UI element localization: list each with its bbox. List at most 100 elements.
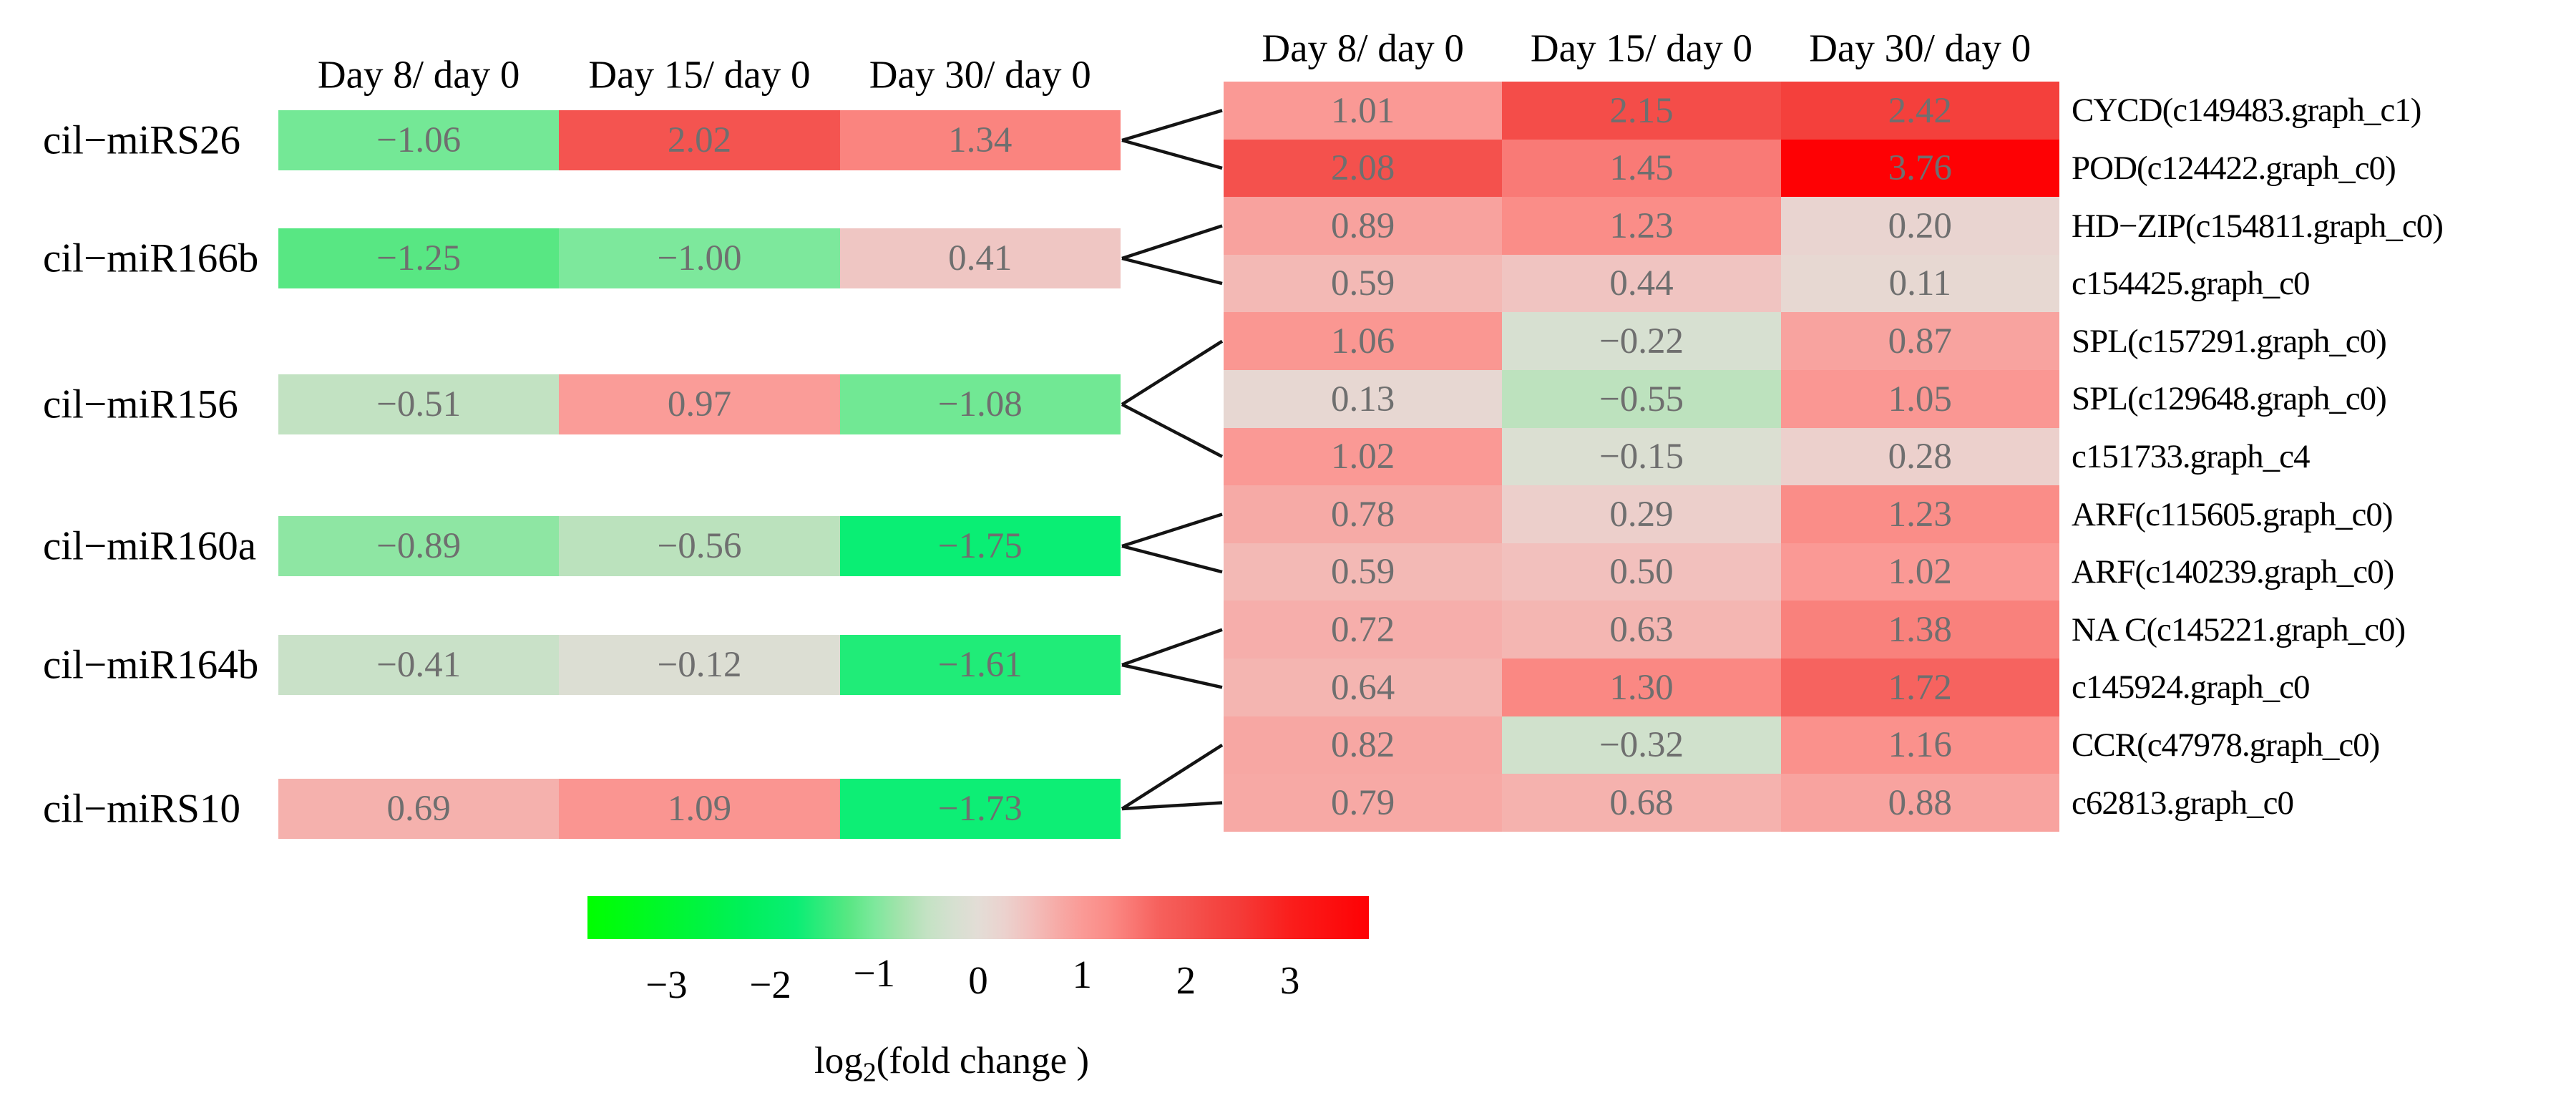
heatmap-cell: 0.64 [1224, 659, 1503, 717]
heatmap-cell: −0.22 [1502, 312, 1781, 371]
gene-label: POD(c124422.graph_c0) [2072, 149, 2396, 187]
heatmap-cell: −0.12 [559, 635, 840, 695]
heatmap-cell: 0.59 [1224, 254, 1503, 313]
heatmap-cell: −0.89 [278, 516, 560, 576]
heatmap-cell: −1.08 [839, 374, 1121, 434]
heatmap-cell: 1.02 [1224, 427, 1503, 486]
gene-label: c62813.graph_c0 [2072, 784, 2294, 822]
heatmap-cell: 0.78 [1224, 485, 1503, 544]
column-header: Day 30/ day 0 [869, 52, 1091, 97]
column-header: Day 15/ day 0 [588, 52, 811, 97]
mirna-label: cil−miR156 [43, 382, 238, 427]
heatmap-cell: 1.38 [1780, 601, 2059, 659]
heatmap-cell: 1.02 [1780, 543, 2059, 601]
gene-label: CYCD(c149483.graph_c1) [2072, 92, 2421, 130]
gene-label: ARF(c115605.graph_c0) [2072, 495, 2393, 533]
heatmap-cell: −0.51 [278, 374, 560, 434]
link-line [1121, 744, 1224, 810]
column-header: Day 8/ day 0 [1262, 26, 1464, 70]
colorbar-tick-label: 0 [968, 958, 988, 1002]
colorbar-title-rest: (fold change ) [876, 1040, 1089, 1082]
heatmap-cell: 0.28 [1780, 427, 2059, 486]
heatmap-cell: 0.20 [1780, 197, 2059, 256]
heatmap-cell: 1.01 [1224, 82, 1503, 140]
heatmap-cell: 1.30 [1502, 659, 1781, 717]
heatmap-cell: −1.75 [839, 516, 1121, 576]
heatmap-cell: 0.68 [1502, 774, 1781, 832]
heatmap-cell: 0.59 [1224, 543, 1503, 601]
colorbar-tick-label: 3 [1279, 958, 1300, 1002]
heatmap-cell: 0.44 [1502, 254, 1781, 313]
heatmap-cell: −0.32 [1502, 716, 1781, 774]
heatmap-cell: 0.13 [1224, 370, 1503, 429]
colorbar-tick-label: 1 [1072, 953, 1092, 996]
gene-label: c154425.graph_c0 [2072, 265, 2310, 303]
mirna-label: cil−miR166b [43, 235, 259, 281]
heatmap-cell: 0.89 [1224, 197, 1503, 256]
heatmap-cell: 1.45 [1502, 139, 1781, 198]
colorbar-tick-label: −3 [645, 963, 688, 1006]
heatmap-cell: 3.76 [1780, 139, 2059, 198]
heatmap-cell: −0.56 [559, 516, 840, 576]
colorbar-tick-label: −1 [853, 951, 896, 995]
colorbar-tick-label: 2 [1176, 958, 1196, 1002]
heatmap-cell: 0.88 [1780, 774, 2059, 832]
colorbar-tick-label: −2 [749, 963, 791, 1006]
heatmap-cell: 1.06 [1224, 312, 1503, 371]
link-line [1121, 801, 1223, 811]
link-line [1121, 628, 1223, 667]
mirna-label: cil−miRS10 [43, 786, 241, 832]
column-header: Day 15/ day 0 [1530, 26, 1752, 70]
gene-label: SPL(c129648.graph_c0) [2072, 380, 2387, 418]
link-line [1121, 544, 1223, 574]
heatmap-cell: −0.15 [1502, 427, 1781, 486]
heatmap-cell: 2.02 [559, 110, 840, 170]
column-header: Day 8/ day 0 [317, 52, 520, 97]
gene-label: ARF(c140239.graph_c0) [2072, 553, 2394, 591]
heatmap-cell: −1.00 [559, 228, 840, 288]
gene-label: NA C(c145221.graph_c0) [2072, 611, 2406, 648]
mirna-label: cil−miR160a [43, 523, 257, 569]
heatmap-cell: 0.29 [1502, 485, 1781, 544]
heatmap-cell: 0.82 [1224, 716, 1503, 774]
link-line [1121, 138, 1223, 170]
link-line [1121, 256, 1223, 286]
heatmap-cell: 1.16 [1780, 716, 2059, 774]
colorbar-title-log: log [814, 1040, 863, 1082]
heatmap-cell: 0.41 [839, 228, 1121, 288]
heatmap-cell: 1.34 [839, 110, 1121, 170]
heatmap-cell: −1.61 [839, 635, 1121, 695]
link-line [1121, 339, 1224, 406]
gene-label: HD−ZIP(c154811.graph_c0) [2072, 207, 2444, 245]
heatmap-cell: −0.41 [278, 635, 560, 695]
colorbar-title: log2(fold change ) [814, 1039, 1089, 1089]
heatmap-cell: 1.23 [1780, 485, 2059, 544]
mirna-label: cil−miR164b [43, 642, 259, 688]
heatmap-cell: 1.72 [1780, 659, 2059, 717]
link-line [1121, 512, 1223, 548]
heatmap-cell: 0.50 [1502, 543, 1781, 601]
colorbar-gradient [587, 896, 1369, 939]
heatmap-cell: 2.42 [1780, 82, 2059, 140]
mirna-label: cil−miRS26 [43, 117, 241, 163]
heatmap-cell: 1.05 [1780, 370, 2059, 429]
heatmap-cell: −1.06 [278, 110, 560, 170]
colorbar-title-sub: 2 [862, 1057, 877, 1088]
heatmap-cell: 1.09 [559, 779, 840, 839]
gene-label: SPL(c157291.graph_c0) [2072, 322, 2387, 360]
heatmap-cell: 0.63 [1502, 601, 1781, 659]
heatmap-cell: 0.79 [1224, 774, 1503, 832]
heatmap-cell: 2.15 [1502, 82, 1781, 140]
heatmap-cell: −1.25 [278, 228, 560, 288]
heatmap-cell: 0.97 [559, 374, 840, 434]
link-line [1121, 403, 1224, 458]
link-line [1121, 224, 1223, 261]
heatmap-cell: 2.08 [1224, 139, 1503, 198]
heatmap-cell: 0.11 [1780, 254, 2059, 313]
gene-label: CCR(c47978.graph_c0) [2072, 726, 2380, 764]
heatmap-cell: 0.87 [1780, 312, 2059, 371]
heatmap-cell: 0.72 [1224, 601, 1503, 659]
gene-label: c145924.graph_c0 [2072, 669, 2310, 706]
